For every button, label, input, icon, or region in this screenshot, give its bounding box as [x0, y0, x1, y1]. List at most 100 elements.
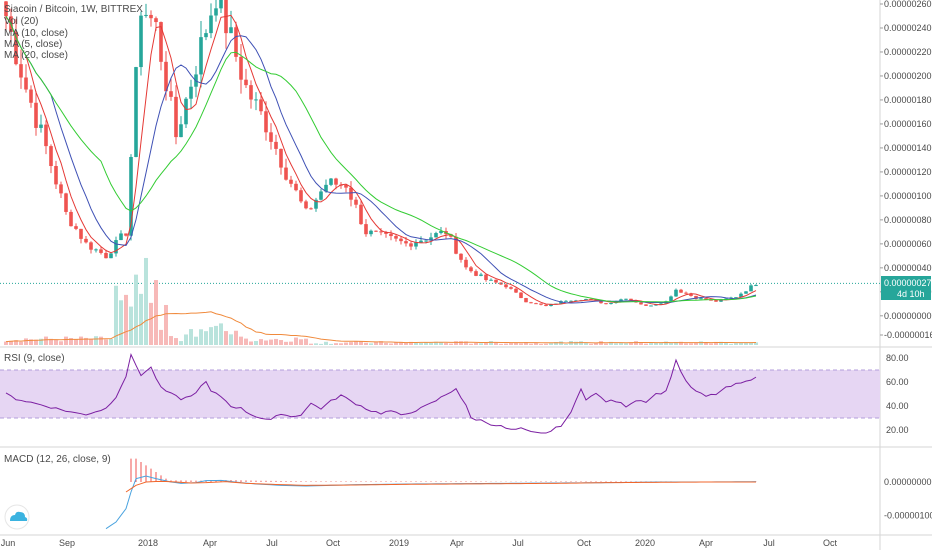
candle[interactable] [99, 246, 103, 255]
candle[interactable] [39, 114, 43, 133]
rsi-pane[interactable] [0, 352, 880, 434]
candle[interactable] [414, 239, 418, 250]
candle[interactable] [409, 241, 413, 251]
candle[interactable] [159, 21, 163, 71]
candle[interactable] [289, 175, 293, 188]
candle[interactable] [69, 209, 73, 227]
candle[interactable] [59, 181, 63, 199]
candle[interactable] [204, 29, 208, 41]
candle[interactable] [609, 302, 613, 305]
candle[interactable] [419, 236, 423, 243]
candle[interactable] [294, 180, 298, 192]
candle[interactable] [429, 232, 433, 245]
candle[interactable] [34, 91, 38, 136]
candle[interactable] [199, 20, 203, 88]
candle[interactable] [454, 232, 458, 255]
candle[interactable] [734, 297, 738, 299]
candle[interactable] [519, 292, 523, 299]
candle[interactable] [469, 265, 473, 273]
candle[interactable] [544, 304, 548, 307]
candle[interactable] [64, 192, 68, 215]
candle[interactable] [139, 11, 143, 76]
candle[interactable] [459, 253, 463, 263]
candle[interactable] [144, 3, 148, 18]
candle[interactable] [189, 79, 193, 109]
candle[interactable] [79, 228, 83, 244]
price-pane[interactable] [0, 0, 880, 307]
candle[interactable] [674, 288, 678, 297]
candle[interactable] [264, 101, 268, 141]
candle[interactable] [509, 286, 513, 290]
candle[interactable] [269, 123, 273, 150]
candle[interactable] [534, 302, 538, 305]
candle[interactable] [134, 66, 138, 158]
candle[interactable] [684, 291, 688, 295]
candle[interactable] [349, 181, 353, 207]
candle[interactable] [219, 0, 223, 13]
candle[interactable] [104, 249, 108, 259]
candle[interactable] [284, 158, 288, 181]
candle[interactable] [669, 295, 673, 302]
candle[interactable] [479, 272, 483, 277]
candle[interactable] [754, 284, 758, 287]
candle[interactable] [564, 300, 568, 302]
candle[interactable] [329, 177, 333, 187]
candle[interactable] [119, 230, 123, 241]
candle[interactable] [489, 278, 493, 281]
candle[interactable] [324, 179, 328, 193]
candle[interactable] [749, 283, 753, 292]
candle[interactable] [29, 85, 33, 108]
candle[interactable] [309, 207, 313, 210]
candle[interactable] [464, 257, 468, 270]
candle[interactable] [229, 10, 233, 34]
candle[interactable] [209, 3, 213, 39]
candle[interactable] [744, 291, 748, 294]
candle[interactable] [529, 301, 533, 304]
candle[interactable] [254, 92, 258, 111]
candle[interactable] [644, 304, 648, 306]
candle[interactable] [89, 241, 93, 254]
candle[interactable] [249, 80, 253, 109]
candle[interactable] [174, 85, 178, 145]
candle[interactable] [624, 298, 628, 301]
candle[interactable] [94, 248, 98, 253]
candle[interactable] [84, 236, 88, 244]
candle[interactable] [184, 97, 188, 129]
candle[interactable] [274, 134, 278, 155]
candle[interactable] [279, 148, 283, 175]
candle[interactable] [19, 49, 23, 89]
candle[interactable] [394, 234, 398, 242]
candle[interactable] [4, 1, 8, 31]
candle[interactable] [129, 154, 133, 241]
time-axis[interactable]: Jun Sep 2018 Apr Jul Oct 2019 Apr Jul Oct 2020 Apr J… [1, 538, 838, 548]
candle[interactable] [484, 274, 488, 282]
candle[interactable] [514, 287, 518, 294]
candle[interactable] [109, 252, 113, 259]
candle[interactable] [649, 305, 653, 307]
candle[interactable] [539, 303, 543, 306]
candle[interactable] [379, 228, 383, 236]
candle[interactable] [24, 64, 28, 93]
candle[interactable] [354, 196, 358, 209]
candle[interactable] [124, 233, 128, 237]
candle[interactable] [14, 18, 18, 66]
price-axis[interactable]: 0.00000260 0.00000240 0.00000220 0.00000200… [880, 0, 932, 520]
candle[interactable] [299, 187, 303, 204]
candle[interactable] [239, 44, 243, 94]
tradingview-logo[interactable] [4, 504, 30, 530]
candle[interactable] [179, 116, 183, 138]
candle[interactable] [434, 231, 438, 238]
candle[interactable] [474, 269, 478, 277]
candle[interactable] [214, 0, 218, 22]
candle[interactable] [364, 219, 368, 237]
candle[interactable] [494, 279, 498, 284]
candle[interactable] [149, 10, 153, 27]
candle[interactable] [504, 283, 508, 289]
candle[interactable] [44, 120, 48, 155]
candle[interactable] [399, 235, 403, 245]
candle[interactable] [389, 230, 393, 241]
candle[interactable] [374, 230, 378, 233]
candle[interactable] [169, 78, 173, 101]
candle[interactable] [359, 200, 363, 225]
